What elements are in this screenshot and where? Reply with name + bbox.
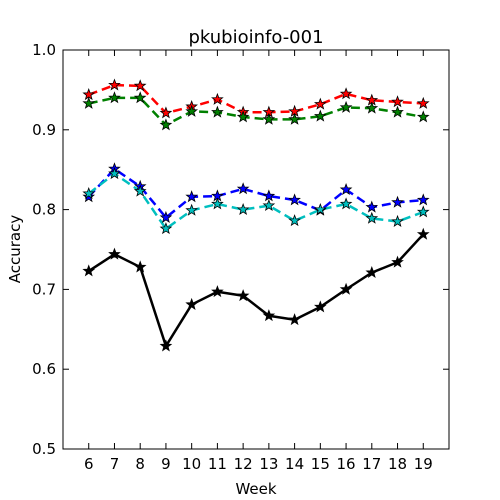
series-4-point	[108, 167, 121, 180]
series-4-point	[133, 184, 147, 197]
x-tick-label: 6	[84, 455, 94, 473]
y-axis-ticks: 0.5 0.6 0.7 0.8 0.9 1.0	[32, 41, 449, 458]
series-3-line	[87, 167, 424, 219]
x-axis-label: Week	[235, 480, 276, 498]
y-tick-label: 0.5	[32, 440, 56, 458]
series-2-point	[133, 91, 147, 104]
x-tick-label: 8	[135, 455, 145, 473]
y-axis-label: Accuracy	[6, 215, 24, 284]
x-tick-label: 10	[182, 455, 201, 473]
series-1-point	[159, 106, 173, 119]
series-5-point	[391, 255, 404, 268]
series-3-point	[262, 189, 276, 202]
series-2-point	[288, 112, 301, 125]
series-2-point	[365, 101, 379, 114]
series-4-point	[211, 197, 224, 210]
series-4-point	[391, 214, 404, 227]
series-5-point	[365, 265, 379, 279]
plot-markers	[82, 78, 430, 352]
series-5-point	[82, 264, 96, 277]
y-tick-label: 0.8	[32, 201, 56, 219]
series-3-point	[288, 193, 301, 206]
x-axis-ticks: 6 7 8 9 10 11 12 13 14 15 16 17 18 19	[84, 50, 433, 473]
series-3-point	[365, 200, 379, 213]
y-tick-label: 0.6	[32, 360, 56, 378]
y-tick-label: 1.0	[32, 41, 56, 59]
series-4-point	[416, 205, 430, 218]
series-4-point	[365, 211, 379, 224]
x-tick-label: 16	[337, 455, 356, 473]
series-4-point	[159, 222, 173, 235]
series-2-point	[159, 118, 173, 131]
x-tick-label: 18	[388, 455, 407, 473]
y-tick-label: 0.7	[32, 280, 56, 298]
x-tick-label: 12	[234, 455, 253, 473]
series-3-point	[339, 183, 353, 196]
series-2-point	[185, 104, 198, 117]
series-2-point	[236, 110, 250, 123]
series-4-point	[339, 197, 353, 210]
series-1-point	[133, 79, 147, 92]
series-2-line	[88, 96, 424, 127]
series-4-point	[236, 202, 250, 215]
series-2-point	[108, 91, 121, 104]
series-4-point	[262, 198, 276, 211]
series-2-point	[314, 109, 327, 122]
chart-title: pkubioinfo-001	[188, 27, 323, 48]
x-tick-label: 15	[311, 455, 330, 473]
series-5-point	[185, 297, 198, 310]
series-5-point	[288, 313, 301, 326]
series-4-line	[87, 172, 424, 230]
x-tick-label: 14	[285, 455, 304, 473]
series-3-point	[159, 210, 173, 223]
series-2-point	[391, 105, 404, 118]
series-1-point	[211, 92, 224, 105]
series-2-point	[211, 105, 224, 118]
series-5-point	[314, 300, 327, 313]
series-5-line	[88, 233, 425, 348]
series-3-point	[185, 190, 198, 203]
series-5-point	[416, 227, 430, 240]
plot-frame	[62, 49, 450, 450]
x-tick-label: 9	[161, 455, 171, 473]
series-5-point	[339, 282, 353, 295]
series-5-point	[211, 285, 224, 298]
series-2-point	[339, 100, 353, 113]
y-tick-label: 0.9	[32, 121, 56, 139]
series-5-point	[236, 289, 250, 302]
series-3-point	[236, 182, 250, 195]
series-5-point	[159, 339, 173, 352]
series-4-point	[82, 186, 96, 200]
series-4-point	[185, 203, 198, 216]
series-4-point	[288, 214, 301, 227]
series-1-point	[339, 87, 353, 100]
series-5-point	[262, 309, 276, 322]
series-1-point	[108, 78, 121, 91]
x-tick-label: 11	[208, 455, 227, 473]
x-tick-label: 13	[259, 455, 278, 473]
series-4-point	[314, 202, 327, 215]
series-1-point	[391, 95, 404, 108]
series-1-point	[416, 96, 430, 109]
x-tick-label: 17	[362, 455, 381, 473]
series-5-point	[108, 247, 121, 260]
series-5-point	[133, 260, 147, 273]
series-2-point	[416, 110, 430, 123]
series-3-point	[391, 195, 404, 208]
x-tick-label: 19	[414, 455, 433, 473]
series-2-point	[82, 96, 96, 109]
series-2-point	[262, 112, 276, 125]
series-1-point	[314, 97, 327, 110]
series-3-point	[416, 193, 430, 206]
x-tick-label: 7	[110, 455, 120, 473]
